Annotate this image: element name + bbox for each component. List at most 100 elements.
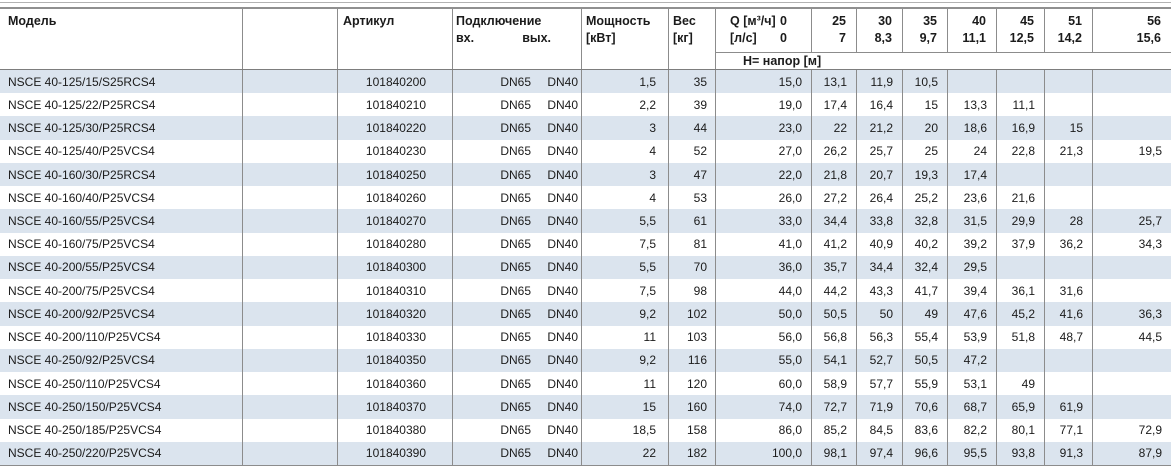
table-row: NSCE 40-160/55/P25VCS4 101840270 DN65 DN… (0, 209, 1171, 233)
power-cell: 1,5 (582, 70, 669, 94)
power-cell: 9,2 (582, 302, 669, 326)
head-at-q56-cell: 36,3 (1138, 306, 1162, 321)
flow-column-header: 25 7 (812, 9, 857, 52)
head-at-q0-cell: 60,0 (716, 372, 812, 396)
table-row: NSCE 40-250/220/P25VCS4 101840390 DN65 D… (0, 441, 1171, 465)
power-cell: 3 (582, 116, 669, 140)
connection-in-cell: DN65 (500, 97, 531, 112)
model-cell: NSCE 40-200/75/P25VCS4 (0, 279, 243, 303)
weight-cell: 158 (669, 418, 716, 442)
flow-ls-zero: 0 (780, 31, 787, 45)
power-column-header: Мощность [кВт] (582, 9, 669, 69)
empty-cell (243, 372, 338, 396)
connection-in-cell: DN65 (500, 376, 531, 391)
table-row: NSCE 40-125/15/S25RCS4 101840200 DN65 DN… (0, 70, 1171, 94)
model-cell: NSCE 40-125/30/P25RCS4 (0, 116, 243, 140)
head-at-q0-cell: 86,0 (716, 418, 812, 442)
flow-ls-value: 11,1 (962, 31, 986, 45)
head-at-q0-cell: 15,0 (716, 70, 812, 94)
power-cell: 11 (582, 325, 669, 349)
head-at-q40-cell: 95,5 (948, 441, 997, 465)
connection-in-cell: DN65 (500, 353, 531, 368)
head-at-q40-cell: 68,7 (948, 395, 997, 419)
head-at-q51-cell (1045, 348, 1093, 373)
article-cell: 101840350 (338, 348, 453, 373)
head-at-q56-cell: 72,9 (1138, 423, 1162, 438)
head-at-q30-cell: 21,2 (857, 116, 903, 140)
head-at-q45-cell: 65,9 (997, 395, 1045, 419)
head-at-q25-cell: 21,8 (812, 162, 857, 187)
weight-cell: 116 (669, 348, 716, 373)
flow-column-header: 45 12,5 (997, 9, 1045, 52)
head-at-q25-cell: 50,5 (812, 302, 857, 326)
connection-out-cell: DN40 (535, 302, 582, 326)
head-at-q56-cell (1093, 372, 1171, 395)
flow-ls-label: [л/с] (730, 31, 757, 45)
head-at-q51-cell: 36,2 (1045, 232, 1093, 256)
head-at-q45-cell: 16,9 (997, 116, 1045, 140)
flow-m3h-value: 30 (878, 14, 892, 28)
head-at-q56-cell (1093, 116, 1171, 139)
head-at-q56-cell: 34,3 (1138, 237, 1162, 252)
weight-cell: 44 (669, 116, 716, 140)
head-at-q35-cell: 32,4 (903, 255, 948, 280)
power-cell: 5,5 (582, 255, 669, 280)
connection-out-cell: DN40 (535, 186, 582, 210)
head-at-q30-cell: 40,9 (857, 232, 903, 256)
connection-in-cell: DN65 (500, 121, 531, 136)
model-cell: NSCE 40-125/22/P25RCS4 (0, 93, 243, 117)
connection-in-cell: DN65 (500, 144, 531, 159)
head-at-q56-cell: 19,5 (1138, 144, 1162, 159)
connection-column-header: Подключение вх. вых. (453, 9, 582, 69)
head-at-q30-cell: 50 (857, 302, 903, 326)
head-at-q51-cell: 77,1 (1045, 418, 1093, 442)
head-at-q25-cell: 72,7 (812, 395, 857, 419)
empty-cell (243, 279, 338, 303)
model-cell: NSCE 40-200/110/P25VCS4 (0, 325, 243, 349)
model-cell: NSCE 40-125/15/S25RCS4 (0, 70, 243, 94)
power-cell: 5,5 (582, 209, 669, 233)
head-at-q30-cell: 71,9 (857, 395, 903, 419)
head-at-q45-cell: 51,8 (997, 325, 1045, 349)
head-at-q56-cell (1093, 93, 1171, 116)
head-at-q25-cell: 98,1 (812, 441, 857, 465)
head-at-q0-cell: 55,0 (716, 348, 812, 373)
head-at-q51-cell (1045, 372, 1093, 396)
weight-cell: 53 (669, 186, 716, 210)
table-row: NSCE 40-200/75/P25VCS4 101840310 DN65 DN… (0, 279, 1171, 303)
article-cell: 101840230 (338, 139, 453, 163)
model-cell: NSCE 40-200/92/P25VCS4 (0, 302, 243, 326)
head-at-q45-cell: 93,8 (997, 441, 1045, 465)
head-at-q40-cell: 53,9 (948, 325, 997, 349)
article-cell: 101840250 (338, 162, 453, 187)
head-at-q30-cell: 97,4 (857, 441, 903, 465)
article-cell: 101840310 (338, 279, 453, 303)
connection-out-cell: DN40 (535, 116, 582, 140)
head-at-q45-cell: 22,8 (997, 139, 1045, 163)
head-at-q51-cell: 28 (1045, 209, 1093, 233)
head-at-q40-cell: 53,1 (948, 372, 997, 396)
weight-unit-label: [кг] (673, 31, 693, 45)
article-cell: 101840220 (338, 116, 453, 140)
flow-m3h-value: 40 (972, 14, 986, 28)
model-column-header: Модель (0, 9, 243, 69)
power-header-label: Мощность (586, 14, 651, 28)
head-at-q51-cell: 41,6 (1045, 302, 1093, 326)
table-body: NSCE 40-125/15/S25RCS4 101840200 DN65 DN… (0, 70, 1171, 466)
weight-cell: 52 (669, 139, 716, 163)
table-row: NSCE 40-250/110/P25VCS4 101840360 DN65 D… (0, 372, 1171, 396)
head-at-q30-cell: 25,7 (857, 139, 903, 163)
head-at-q0-cell: 100,0 (716, 441, 812, 465)
connection-out-cell: DN40 (535, 279, 582, 303)
connection-in-cell: DN65 (500, 283, 531, 298)
empty-cell (243, 116, 338, 140)
head-at-q35-cell: 32,8 (903, 209, 948, 233)
head-at-q45-cell: 49 (997, 372, 1045, 396)
model-cell: NSCE 40-250/185/P25VCS4 (0, 418, 243, 442)
article-cell: 101840200 (338, 70, 453, 94)
model-cell: NSCE 40-160/30/P25RCS4 (0, 162, 243, 187)
weight-header-label: Вес (673, 14, 696, 28)
connection-out-cell: DN40 (535, 325, 582, 349)
empty-cell (243, 302, 338, 326)
connection-out-cell: DN40 (535, 232, 582, 256)
